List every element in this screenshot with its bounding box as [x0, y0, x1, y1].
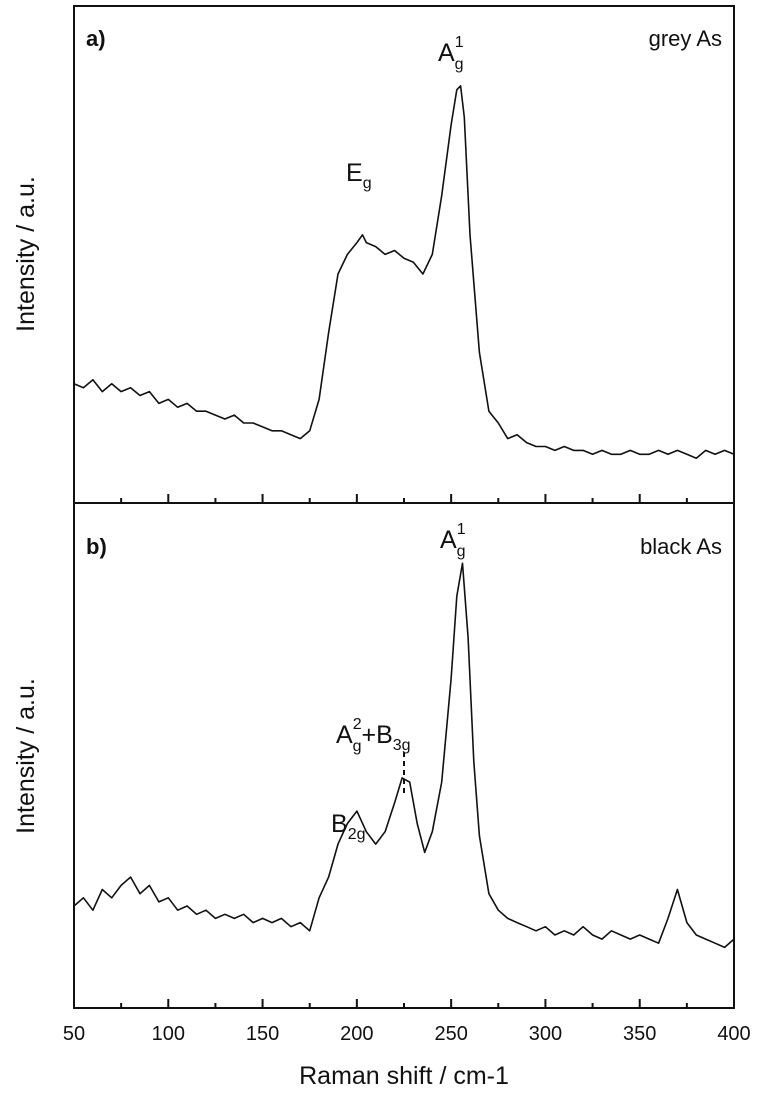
- panel-b-peak-a1g-sup: 1: [457, 521, 466, 538]
- panel-a-spectrum-line: [73, 85, 735, 459]
- x-tick-label: 250: [434, 1023, 467, 1045]
- panel-a-frame: [73, 5, 735, 504]
- panel-b-peak-a1g-sub: g: [457, 543, 466, 560]
- x-tick-label: 350: [623, 1023, 656, 1045]
- panel-a-peak-a1g-sub: g: [455, 56, 464, 73]
- panel-b-peak-a2g-b3g: A2 g+B3g: [336, 716, 411, 755]
- panel-b-ylabel: Intensity / a.u.: [12, 678, 40, 834]
- x-tick-label: 100: [152, 1023, 185, 1045]
- panel-b-peak-b2g-sub: 2g: [348, 826, 366, 843]
- panel-a-peak-eg: Eg: [346, 159, 372, 192]
- panel-a-ticks: [73, 494, 735, 503]
- x-axis-label: Raman shift / cm-1: [299, 1062, 509, 1090]
- panel-a-peak-a1g: A1 g: [438, 34, 464, 73]
- panel-b-peak-b2g: B2g: [331, 810, 365, 843]
- panel-b-label: b): [86, 534, 107, 559]
- panel-b: b) black As B2g A2 g+B3g A1 g Intensity / …: [12, 502, 735, 1009]
- panel-b-peak-a2g-sub: g: [353, 738, 362, 755]
- panel-a-ylabel: Intensity / a.u.: [12, 176, 40, 332]
- panel-b-peak-a1g: A1 g: [440, 521, 466, 560]
- x-tick-label: 200: [340, 1023, 373, 1045]
- panel-a-peak-eg-main: E: [346, 159, 363, 187]
- panel-b-sample-label: black As: [640, 534, 722, 559]
- panel-b-peak-b3g-sub: 3g: [393, 737, 411, 754]
- panel-b-ticks: [73, 999, 735, 1008]
- panel-b-peak-a1g-main: A: [440, 526, 457, 554]
- panel-a-label: a): [86, 26, 106, 51]
- panel-a-peak-a1g-main: A: [438, 39, 455, 67]
- panel-b-peak-a2g-sup: 2: [353, 716, 362, 733]
- panel-a-sample-label: grey As: [649, 26, 722, 51]
- x-tick-label: 150: [246, 1023, 279, 1045]
- panel-a: a) grey As Eg A1 g Intensity / a.u.: [12, 5, 735, 504]
- x-tick-label: 300: [529, 1023, 562, 1045]
- panel-b-spectrum-line: [73, 562, 735, 949]
- panel-a-peak-eg-sub: g: [363, 175, 372, 192]
- panel-b-peak-b2g-main: B: [331, 810, 348, 838]
- x-tick-label: 50: [63, 1023, 85, 1045]
- x-tick-labels: 50 100 150 200 250 300 350 400: [63, 1023, 751, 1045]
- panel-b-peak-a2g-main: A: [336, 721, 353, 749]
- panel-b-peak-b3g-main: +B: [362, 721, 393, 749]
- x-tick-label: 400: [717, 1023, 750, 1045]
- panel-a-peak-a1g-sup: 1: [455, 34, 464, 51]
